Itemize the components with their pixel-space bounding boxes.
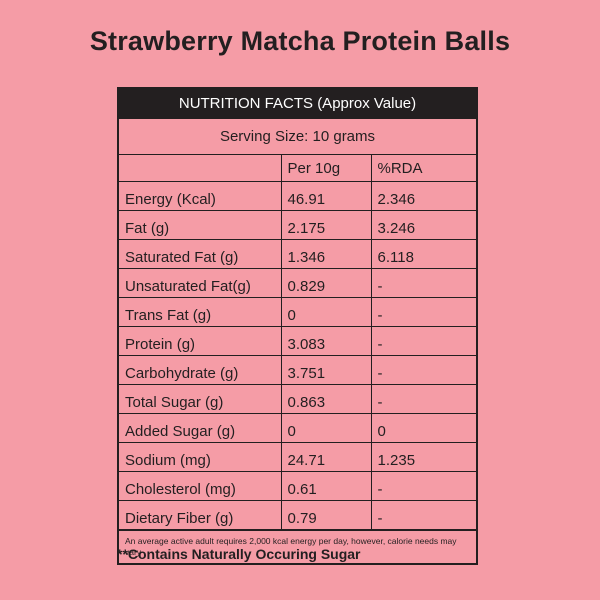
- per-serving-value: 0.829: [280, 268, 372, 298]
- nutrient-label: Added Sugar (g): [119, 413, 282, 443]
- per-serving-value: 2.175: [280, 210, 372, 240]
- facts-grid: Per 10g %RDA Energy (Kcal) 46.91 2.346 Fat …: [119, 155, 476, 530]
- rda-value: -: [370, 471, 476, 501]
- nutrient-row: Carbohydrate (g) 3.751-: [119, 355, 476, 385]
- nutrient-label: Carbohydrate (g): [119, 355, 282, 385]
- rda-value: -: [370, 268, 476, 298]
- nutrient-row: Dietary Fiber (g) 0.79-: [119, 500, 476, 530]
- rda-value: 3.246: [370, 210, 476, 240]
- nutrient-label: Dietary Fiber (g): [119, 500, 282, 530]
- nutrient-label: Saturated Fat (g): [119, 239, 282, 269]
- nutrient-label: Protein (g): [119, 326, 282, 356]
- nutrition-table: NUTRITION FACTS (Approx Value) Serving S…: [117, 87, 478, 565]
- rda-value: -: [370, 326, 476, 356]
- facts-body: Per 10g %RDA Energy (Kcal) 46.91 2.346 Fat …: [119, 155, 476, 530]
- rda-value: 0: [370, 413, 476, 443]
- nutrient-row: Trans Fat (g) 0-: [119, 297, 476, 327]
- per-serving-value: 1.346: [280, 239, 372, 269]
- nutrient-label: Sodium (mg): [119, 442, 282, 472]
- nutrient-label: Cholesterol (mg): [119, 471, 282, 501]
- column-label: Per 10g: [280, 155, 372, 182]
- nutrient-row: Energy (Kcal) 46.91 2.346: [119, 181, 476, 211]
- nutrient-label: Unsaturated Fat(g): [119, 268, 282, 298]
- rda-value: -: [370, 500, 476, 530]
- nutrient-row: Added Sugar (g) 0 0: [119, 413, 476, 443]
- per-serving-value: 0: [280, 297, 372, 327]
- rda-value: 6.118: [370, 239, 476, 269]
- column-label: %RDA: [370, 155, 476, 182]
- rda-value: -: [370, 384, 476, 414]
- rda-value: -: [370, 297, 476, 327]
- column-header: Per 10g %RDA: [119, 155, 476, 182]
- nutrient-label: Fat (g): [119, 210, 282, 240]
- rda-value: 1.235: [370, 442, 476, 472]
- per-serving-value: 46.91: [280, 181, 372, 211]
- nutrient-label: Trans Fat (g): [119, 297, 282, 327]
- per-serving-value: 24.71: [280, 442, 372, 472]
- nutrient-label: Total Sugar (g): [119, 384, 282, 414]
- per-serving-value: 3.083: [280, 326, 372, 356]
- title: Strawberry Matcha Protein Balls: [89, 26, 511, 56]
- per-serving-value: 0.863: [280, 384, 372, 414]
- nutrient-row: Protein (g) 3.083-: [119, 326, 476, 356]
- per-serving-value: 3.751: [280, 355, 372, 385]
- rda-value: 2.346: [370, 181, 476, 211]
- nutrient-row: Cholesterol (mg) 0.61-: [119, 471, 476, 501]
- nutrient-row: Sodium (mg) 24.71 1.235: [119, 442, 476, 472]
- footnote: **Contains Naturally Occuring Sugar: [117, 546, 361, 562]
- serving-size: Serving Size: 10 grams: [119, 119, 476, 155]
- note: An average active adult requires 2,000 k…: [119, 530, 476, 563]
- blank-cell: [119, 155, 282, 182]
- nutrient-row: Fat (g) 2.175 3.246: [119, 210, 476, 240]
- table-title: NUTRITION FACTS (Approx Value): [119, 89, 476, 119]
- rda-value: -: [370, 355, 476, 385]
- nutrient-row: Saturated Fat (g) 1.346 6.118: [119, 239, 476, 269]
- nutrient-label: Energy (Kcal): [119, 181, 282, 211]
- per-serving-value: 0.79: [280, 500, 372, 530]
- per-serving-value: 0.61: [280, 471, 372, 501]
- nutrient-row: Unsaturated Fat(g) 0.829-: [119, 268, 476, 298]
- nutrient-row: Total Sugar (g) 0.863-: [119, 384, 476, 414]
- per-serving-value: 0: [280, 413, 372, 443]
